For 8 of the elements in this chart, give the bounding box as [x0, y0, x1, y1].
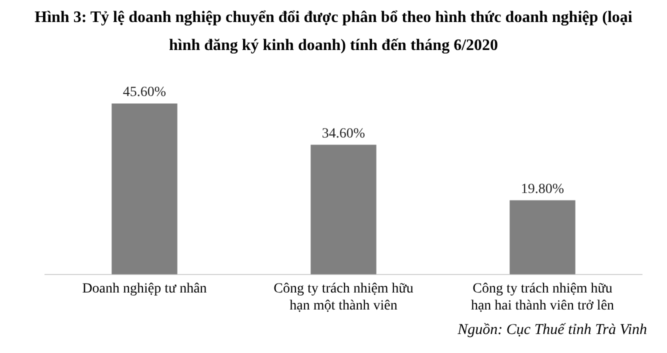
x-tick-label: Doanh nghiệp tư nhân [82, 281, 207, 296]
data-label: 34.60% [322, 126, 366, 142]
text: Nguồn: Cục Thuế tỉnh Trà Vinh [458, 322, 647, 339]
data-label: 19.80% [520, 182, 564, 197]
x-tick-label: Công ty trách nhiệm hữu hạn hai thành viên trở lên [470, 281, 614, 314]
chart-title: Hình 3: Tỷ lệ doanh nghiệp chuyển đổi được phân bổ theo hình thức doanh nghiệp (loại hình đăng ký kinh doanh) tính đến tháng 6/2020 [34, 8, 634, 56]
data-label: 45.60% [122, 85, 166, 100]
x-tick-label: Công ty trách nhiệm hữu hạn một thành viên [274, 281, 414, 314]
